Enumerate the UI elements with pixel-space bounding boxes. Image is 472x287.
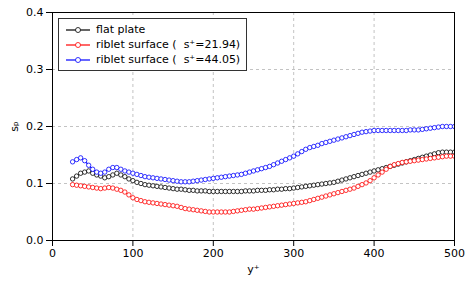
svg-text:0.0: 0.0 — [26, 234, 44, 247]
svg-text:400: 400 — [364, 247, 385, 260]
svg-text:0.3: 0.3 — [26, 63, 44, 76]
html-text:riblet surface ( s⁺=44.05): riblet surface ( s⁺=44.05) — [96, 53, 241, 66]
svg-text:0: 0 — [49, 247, 56, 260]
html-text:riblet surface ( s⁺=21.94): riblet surface ( s⁺=21.94) — [96, 38, 241, 51]
svg-text:sₚ: sₚ — [8, 121, 21, 132]
svg-text:300: 300 — [283, 247, 304, 260]
html-text:flat plate: flat plate — [96, 23, 146, 36]
svg-text:100: 100 — [122, 247, 143, 260]
svg-text:0.4: 0.4 — [26, 6, 44, 19]
svg-text:500: 500 — [444, 247, 465, 260]
svg-text:0.1: 0.1 — [26, 177, 44, 190]
svg-text:0.2: 0.2 — [26, 120, 44, 133]
svg-text:200: 200 — [203, 247, 224, 260]
svg-text:y⁺: y⁺ — [247, 263, 260, 276]
